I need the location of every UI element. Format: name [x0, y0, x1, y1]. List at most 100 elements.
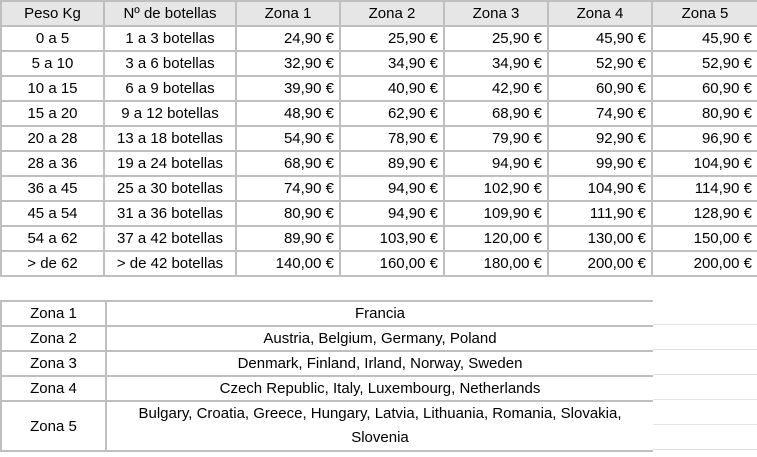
weight-cell[interactable]: 10 a 15 — [0, 75, 105, 102]
price-cell[interactable]: 39,90 € — [235, 75, 341, 102]
zone-countries-cell[interactable]: Bulgary, Croatia, Greece, Hungary, Latvi… — [105, 400, 655, 452]
zone-name-cell[interactable]: Zona 5 — [0, 400, 107, 452]
table-row: 15 a 20 9 a 12 botellas 48,90 €62,90 €68,9… — [0, 100, 757, 127]
zone-row: Zona 1 Francia — [0, 300, 655, 327]
header-cell[interactable]: Zona 5 — [651, 0, 757, 27]
weight-cell[interactable]: 36 a 45 — [0, 175, 105, 202]
bottles-cell[interactable]: > de 42 botellas — [103, 250, 237, 277]
price-cell[interactable]: 94,90 € — [443, 150, 549, 177]
table-row: 20 a 28 13 a 18 botellas 54,90 €78,90 €79,… — [0, 125, 757, 152]
bottles-cell[interactable]: 9 a 12 botellas — [103, 100, 237, 127]
price-cell[interactable]: 180,00 € — [443, 250, 549, 277]
price-cell[interactable]: 74,90 € — [547, 100, 653, 127]
bottles-cell[interactable]: 19 a 24 botellas — [103, 150, 237, 177]
price-cell[interactable]: 80,90 € — [235, 200, 341, 227]
table-row: 36 a 45 25 a 30 botellas 74,90 €94,90 €102… — [0, 175, 757, 202]
header-cell[interactable]: Peso Kg — [0, 0, 105, 27]
zone-name-cell[interactable]: Zona 4 — [0, 375, 107, 402]
table-row: > de 62 > de 42 botellas 140,00 €160,00 €1… — [0, 250, 757, 277]
weight-cell[interactable]: 54 a 62 — [0, 225, 105, 252]
header-cell[interactable]: Zona 2 — [339, 0, 445, 27]
zone-name-cell[interactable]: Zona 2 — [0, 325, 107, 352]
bottles-cell[interactable]: 25 a 30 botellas — [103, 175, 237, 202]
price-cell[interactable]: 24,90 € — [235, 25, 341, 52]
price-cell[interactable]: 102,90 € — [443, 175, 549, 202]
zone-countries-cell[interactable]: Denmark, Finland, Irland, Norway, Sweden — [105, 350, 655, 377]
weight-cell[interactable]: 0 a 5 — [0, 25, 105, 52]
price-cell[interactable]: 160,00 € — [339, 250, 445, 277]
price-cell[interactable]: 94,90 € — [339, 175, 445, 202]
price-cell[interactable]: 42,90 € — [443, 75, 549, 102]
price-cell[interactable]: 128,90 € — [651, 200, 757, 227]
zone-name-cell[interactable]: Zona 3 — [0, 350, 107, 377]
shipping-rates-table: Peso Kg Nº de botellas Zona 1 Zona 2 Zon… — [0, 0, 757, 277]
table-row: 54 a 62 37 a 42 botellas 89,90 €103,90 €12… — [0, 225, 757, 252]
bottles-cell[interactable]: 13 a 18 botellas — [103, 125, 237, 152]
zones-table: Zona 1 Francia Zona 2 Austria, Belgium, Ger… — [0, 300, 655, 452]
header-cell[interactable]: Zona 1 — [235, 0, 341, 27]
price-cell[interactable]: 140,00 € — [235, 250, 341, 277]
bottles-cell[interactable]: 3 a 6 botellas — [103, 50, 237, 77]
bottles-cell[interactable]: 31 a 36 botellas — [103, 200, 237, 227]
price-cell[interactable]: 99,90 € — [547, 150, 653, 177]
price-cell[interactable]: 34,90 € — [443, 50, 549, 77]
price-cell[interactable]: 130,00 € — [547, 225, 653, 252]
weight-cell[interactable]: 5 a 10 — [0, 50, 105, 77]
bottles-cell[interactable]: 37 a 42 botellas — [103, 225, 237, 252]
bottles-cell[interactable]: 1 a 3 botellas — [103, 25, 237, 52]
price-cell[interactable]: 120,00 € — [443, 225, 549, 252]
price-cell[interactable]: 89,90 € — [339, 150, 445, 177]
price-cell[interactable]: 45,90 € — [651, 25, 757, 52]
price-cell[interactable]: 89,90 € — [235, 225, 341, 252]
price-cell[interactable]: 60,90 € — [651, 75, 757, 102]
zone-row: Zona 3 Denmark, Finland, Irland, Norway, … — [0, 350, 655, 377]
price-cell[interactable]: 92,90 € — [547, 125, 653, 152]
price-cell[interactable]: 60,90 € — [547, 75, 653, 102]
price-cell[interactable]: 114,90 € — [651, 175, 757, 202]
price-cell[interactable]: 200,00 € — [651, 250, 757, 277]
price-cell[interactable]: 104,90 € — [547, 175, 653, 202]
price-cell[interactable]: 104,90 € — [651, 150, 757, 177]
price-cell[interactable]: 45,90 € — [547, 25, 653, 52]
price-cell[interactable]: 150,00 € — [651, 225, 757, 252]
zone-countries-cell[interactable]: Austria, Belgium, Germany, Poland — [105, 325, 655, 352]
price-cell[interactable]: 40,90 € — [339, 75, 445, 102]
table-row: 45 a 54 31 a 36 botellas 80,90 €94,90 €109… — [0, 200, 757, 227]
price-cell[interactable]: 68,90 € — [443, 100, 549, 127]
price-cell[interactable]: 54,90 € — [235, 125, 341, 152]
header-cell[interactable]: Zona 4 — [547, 0, 653, 27]
price-cell[interactable]: 25,90 € — [339, 25, 445, 52]
weight-cell[interactable]: 20 a 28 — [0, 125, 105, 152]
price-cell[interactable]: 96,90 € — [651, 125, 757, 152]
price-cell[interactable]: 68,90 € — [235, 150, 341, 177]
price-cell[interactable]: 48,90 € — [235, 100, 341, 127]
weight-cell[interactable]: 45 a 54 — [0, 200, 105, 227]
header-cell[interactable]: Nº de botellas — [103, 0, 237, 27]
price-cell[interactable]: 34,90 € — [339, 50, 445, 77]
price-cell[interactable]: 32,90 € — [235, 50, 341, 77]
zone-name-cell[interactable]: Zona 1 — [0, 300, 107, 327]
price-cell[interactable]: 200,00 € — [547, 250, 653, 277]
price-cell[interactable]: 103,90 € — [339, 225, 445, 252]
zone-countries-cell[interactable]: Francia — [105, 300, 655, 327]
price-cell[interactable]: 109,90 € — [443, 200, 549, 227]
header-cell[interactable]: Zona 3 — [443, 0, 549, 27]
price-cell[interactable]: 74,90 € — [235, 175, 341, 202]
price-cell[interactable]: 52,90 € — [651, 50, 757, 77]
price-cell[interactable]: 25,90 € — [443, 25, 549, 52]
bottles-cell[interactable]: 6 a 9 botellas — [103, 75, 237, 102]
empty-grid-area — [653, 300, 757, 457]
weight-cell[interactable]: 28 a 36 — [0, 150, 105, 177]
weight-cell[interactable]: 15 a 20 — [0, 100, 105, 127]
zone-countries-cell[interactable]: Czech Republic, Italy, Luxembourg, Nethe… — [105, 375, 655, 402]
price-cell[interactable]: 80,90 € — [651, 100, 757, 127]
price-cell[interactable]: 94,90 € — [339, 200, 445, 227]
price-cell[interactable]: 62,90 € — [339, 100, 445, 127]
price-cell[interactable]: 79,90 € — [443, 125, 549, 152]
weight-cell[interactable]: > de 62 — [0, 250, 105, 277]
price-cell[interactable]: 78,90 € — [339, 125, 445, 152]
price-cell[interactable]: 52,90 € — [547, 50, 653, 77]
price-cell[interactable]: 111,90 € — [547, 200, 653, 227]
